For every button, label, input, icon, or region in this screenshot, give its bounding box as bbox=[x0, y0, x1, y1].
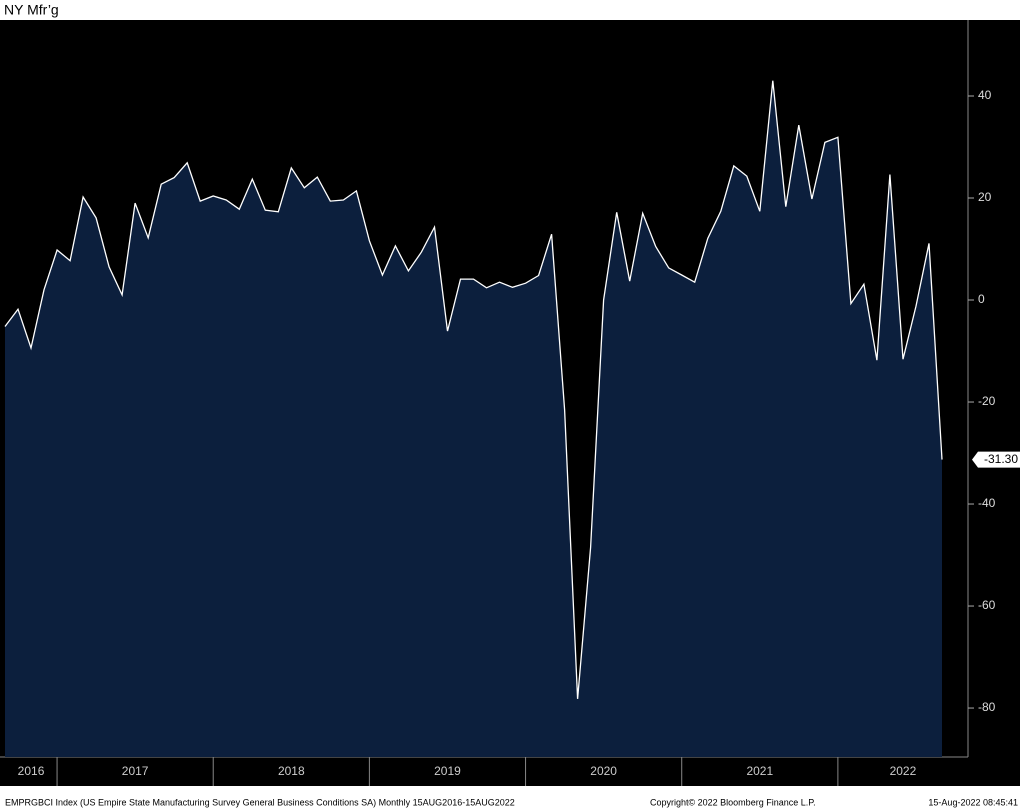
y-tick-label: -20 bbox=[978, 394, 996, 408]
x-tick-label: 2018 bbox=[278, 764, 305, 778]
chart-title: NY Mfr’g bbox=[4, 2, 59, 18]
footer-timestamp: 15-Aug-2022 08:45:41 bbox=[928, 797, 1018, 807]
y-tick-label: -60 bbox=[978, 598, 996, 612]
y-tick-label: 20 bbox=[978, 190, 992, 204]
x-tick-label: 2022 bbox=[890, 764, 917, 778]
area bbox=[5, 80, 942, 757]
line bbox=[4, 80, 943, 699]
value-label-box bbox=[972, 451, 1020, 468]
footer-copyright: Copyright© 2022 Bloomberg Finance L.P. bbox=[650, 797, 816, 807]
value-label: -31.30 bbox=[984, 452, 1018, 466]
x-tick-label: 2019 bbox=[434, 764, 461, 778]
x-tick-label: 2016 bbox=[18, 764, 45, 778]
y-tick-label: -40 bbox=[978, 496, 996, 510]
x-tick-label: 2020 bbox=[590, 764, 617, 778]
y-tick-label: 0 bbox=[978, 292, 985, 306]
y-tick-label: 40 bbox=[978, 88, 992, 102]
x-tick-label: 2021 bbox=[746, 764, 773, 778]
x-tick-label: 2017 bbox=[122, 764, 149, 778]
footer-description: EMPRGBCI Index (US Empire State Manufact… bbox=[5, 797, 515, 807]
y-tick-label: -80 bbox=[978, 700, 996, 714]
